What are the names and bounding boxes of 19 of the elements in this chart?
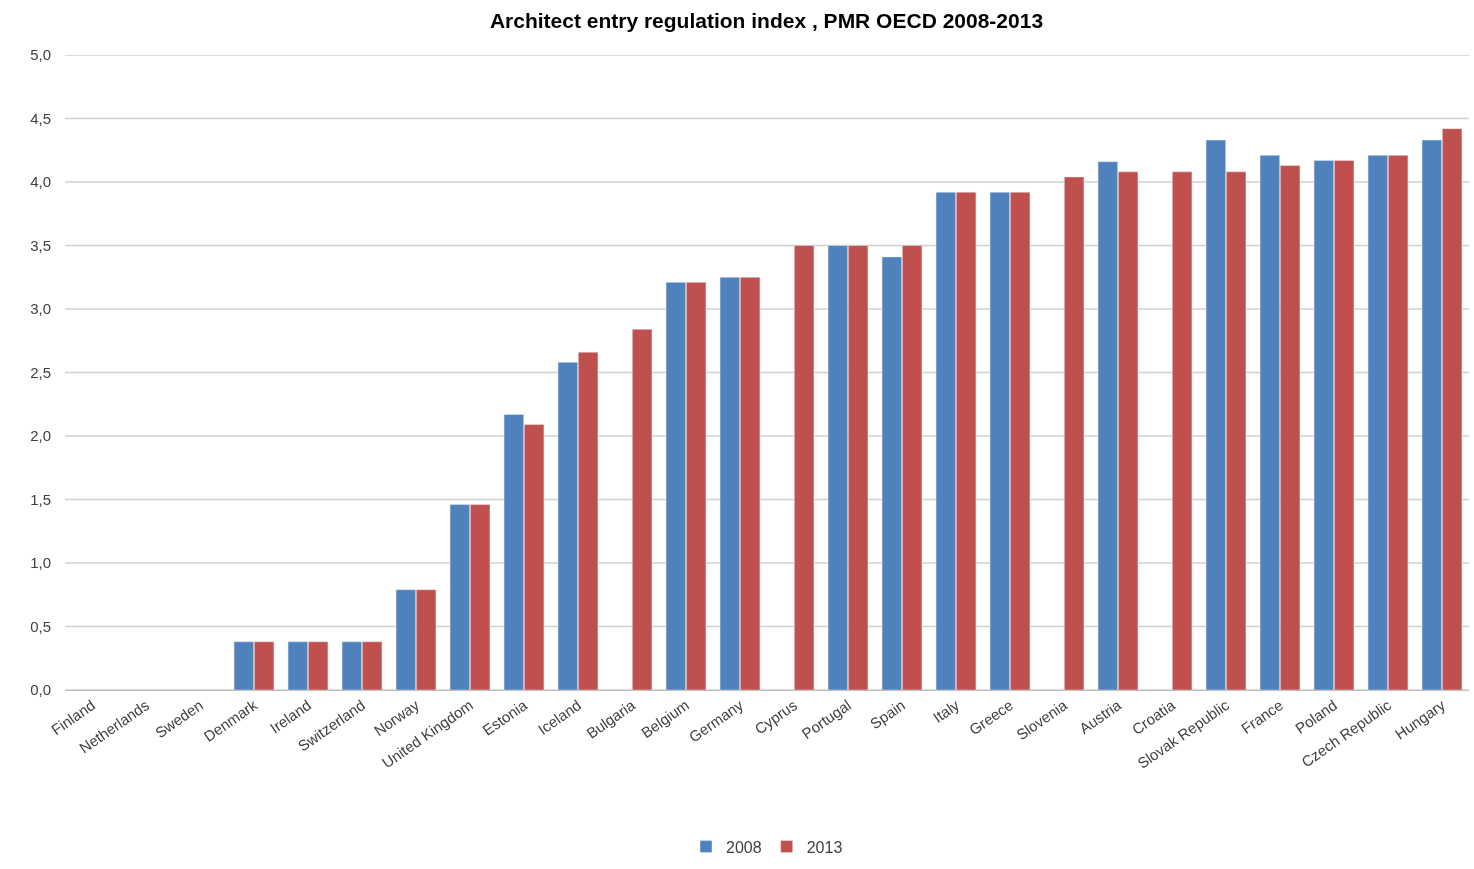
y-tick-label: 1,0 <box>30 554 51 572</box>
y-tick-label: 0,5 <box>30 617 51 635</box>
bar <box>794 245 815 690</box>
x-tick-label: Italy <box>929 695 963 726</box>
legend-label: 2008 <box>726 838 762 856</box>
chart-title: Architect entry regulation index , PMR OECD 2008-2013 <box>489 8 1044 32</box>
bar <box>632 329 653 690</box>
legend-label: 2013 <box>806 838 843 856</box>
y-tick-label: 3,0 <box>30 300 51 318</box>
y-tick-label: 3,5 <box>30 236 51 254</box>
bar <box>1064 176 1085 690</box>
y-tick-label: 2,5 <box>30 363 51 381</box>
y-tick-label: 0,0 <box>30 681 51 699</box>
y-tick-label: 2,0 <box>30 427 51 445</box>
y-tick-label: 4,5 <box>30 109 51 127</box>
y-tick-label: 4,0 <box>30 173 51 191</box>
y-tick-label: 5,0 <box>30 46 51 64</box>
bar <box>1172 171 1193 690</box>
y-tick-label: 1,5 <box>30 490 51 508</box>
